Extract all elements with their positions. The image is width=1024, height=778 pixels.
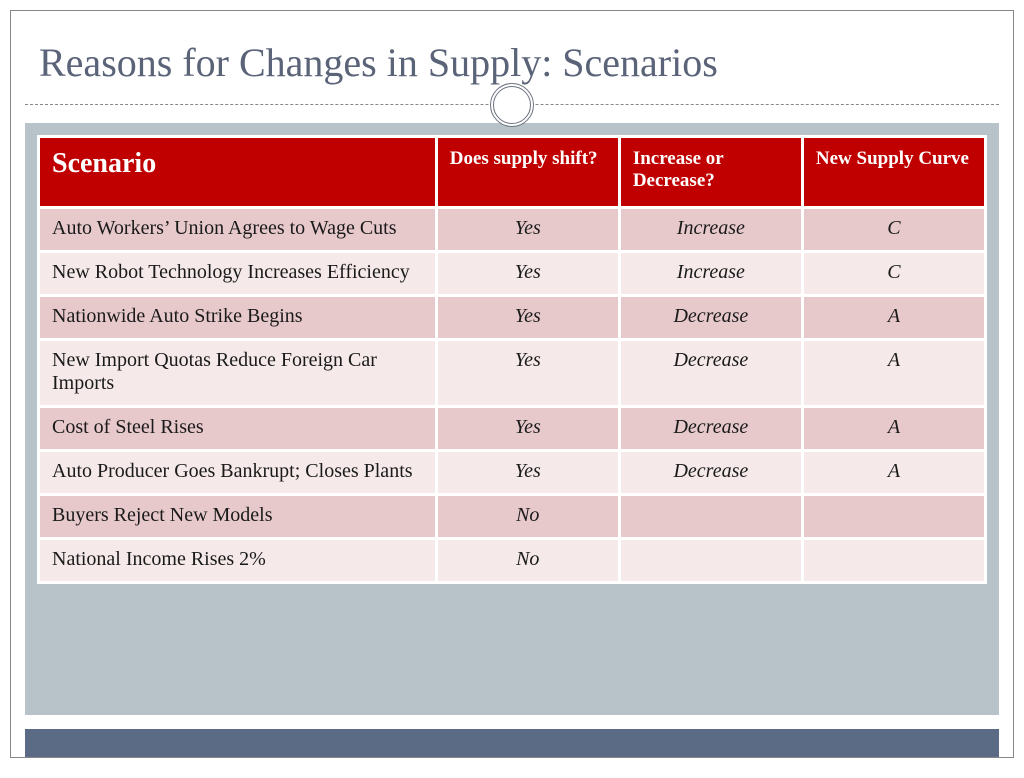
table-row: Auto Workers’ Union Agrees to Wage Cuts …	[39, 208, 986, 252]
cell-curve: A	[802, 407, 985, 451]
cell-scenario: Nationwide Auto Strike Begins	[39, 296, 437, 340]
slide-title: Reasons for Changes in Supply: Scenarios	[39, 39, 985, 86]
cell-direction: Decrease	[619, 451, 802, 495]
col-header-shift: Does supply shift?	[436, 137, 619, 208]
content-frame: Scenario Does supply shift? Increase or …	[25, 123, 999, 715]
cell-shift: Yes	[436, 208, 619, 252]
cell-curve	[802, 495, 985, 539]
cell-direction: Decrease	[619, 296, 802, 340]
cell-curve: C	[802, 208, 985, 252]
cell-curve: A	[802, 296, 985, 340]
cell-scenario: Auto Producer Goes Bankrupt; Closes Plan…	[39, 451, 437, 495]
cell-direction: Decrease	[619, 407, 802, 451]
cell-curve: A	[802, 340, 985, 407]
table-row: Cost of Steel Rises Yes Decrease A	[39, 407, 986, 451]
cell-curve	[802, 539, 985, 583]
cell-shift: Yes	[436, 252, 619, 296]
slide: Reasons for Changes in Supply: Scenarios…	[10, 10, 1014, 758]
table-row: New Robot Technology Increases Efficienc…	[39, 252, 986, 296]
cell-shift: Yes	[436, 340, 619, 407]
ring-ornament-icon	[490, 83, 534, 127]
cell-curve: C	[802, 252, 985, 296]
cell-scenario: National Income Rises 2%	[39, 539, 437, 583]
col-header-curve: New Supply Curve	[802, 137, 985, 208]
cell-scenario: Buyers Reject New Models	[39, 495, 437, 539]
cell-shift: Yes	[436, 407, 619, 451]
cell-scenario: Cost of Steel Rises	[39, 407, 437, 451]
cell-direction	[619, 539, 802, 583]
table-row: Buyers Reject New Models No	[39, 495, 986, 539]
table-header-row: Scenario Does supply shift? Increase or …	[39, 137, 986, 208]
cell-shift: Yes	[436, 296, 619, 340]
cell-direction: Increase	[619, 208, 802, 252]
col-header-scenario: Scenario	[39, 137, 437, 208]
cell-direction	[619, 495, 802, 539]
scenarios-table: Scenario Does supply shift? Increase or …	[37, 135, 987, 584]
cell-scenario: Auto Workers’ Union Agrees to Wage Cuts	[39, 208, 437, 252]
table-row: New Import Quotas Reduce Foreign Car Imp…	[39, 340, 986, 407]
table-row: Auto Producer Goes Bankrupt; Closes Plan…	[39, 451, 986, 495]
cell-curve: A	[802, 451, 985, 495]
table-row: Nationwide Auto Strike Begins Yes Decrea…	[39, 296, 986, 340]
table-row: National Income Rises 2% No	[39, 539, 986, 583]
cell-scenario: New Import Quotas Reduce Foreign Car Imp…	[39, 340, 437, 407]
cell-direction: Increase	[619, 252, 802, 296]
cell-shift: No	[436, 539, 619, 583]
title-divider	[25, 104, 999, 105]
col-header-direction: Increase or Decrease?	[619, 137, 802, 208]
cell-shift: No	[436, 495, 619, 539]
cell-direction: Decrease	[619, 340, 802, 407]
footer-bar	[25, 729, 999, 757]
cell-shift: Yes	[436, 451, 619, 495]
cell-scenario: New Robot Technology Increases Efficienc…	[39, 252, 437, 296]
